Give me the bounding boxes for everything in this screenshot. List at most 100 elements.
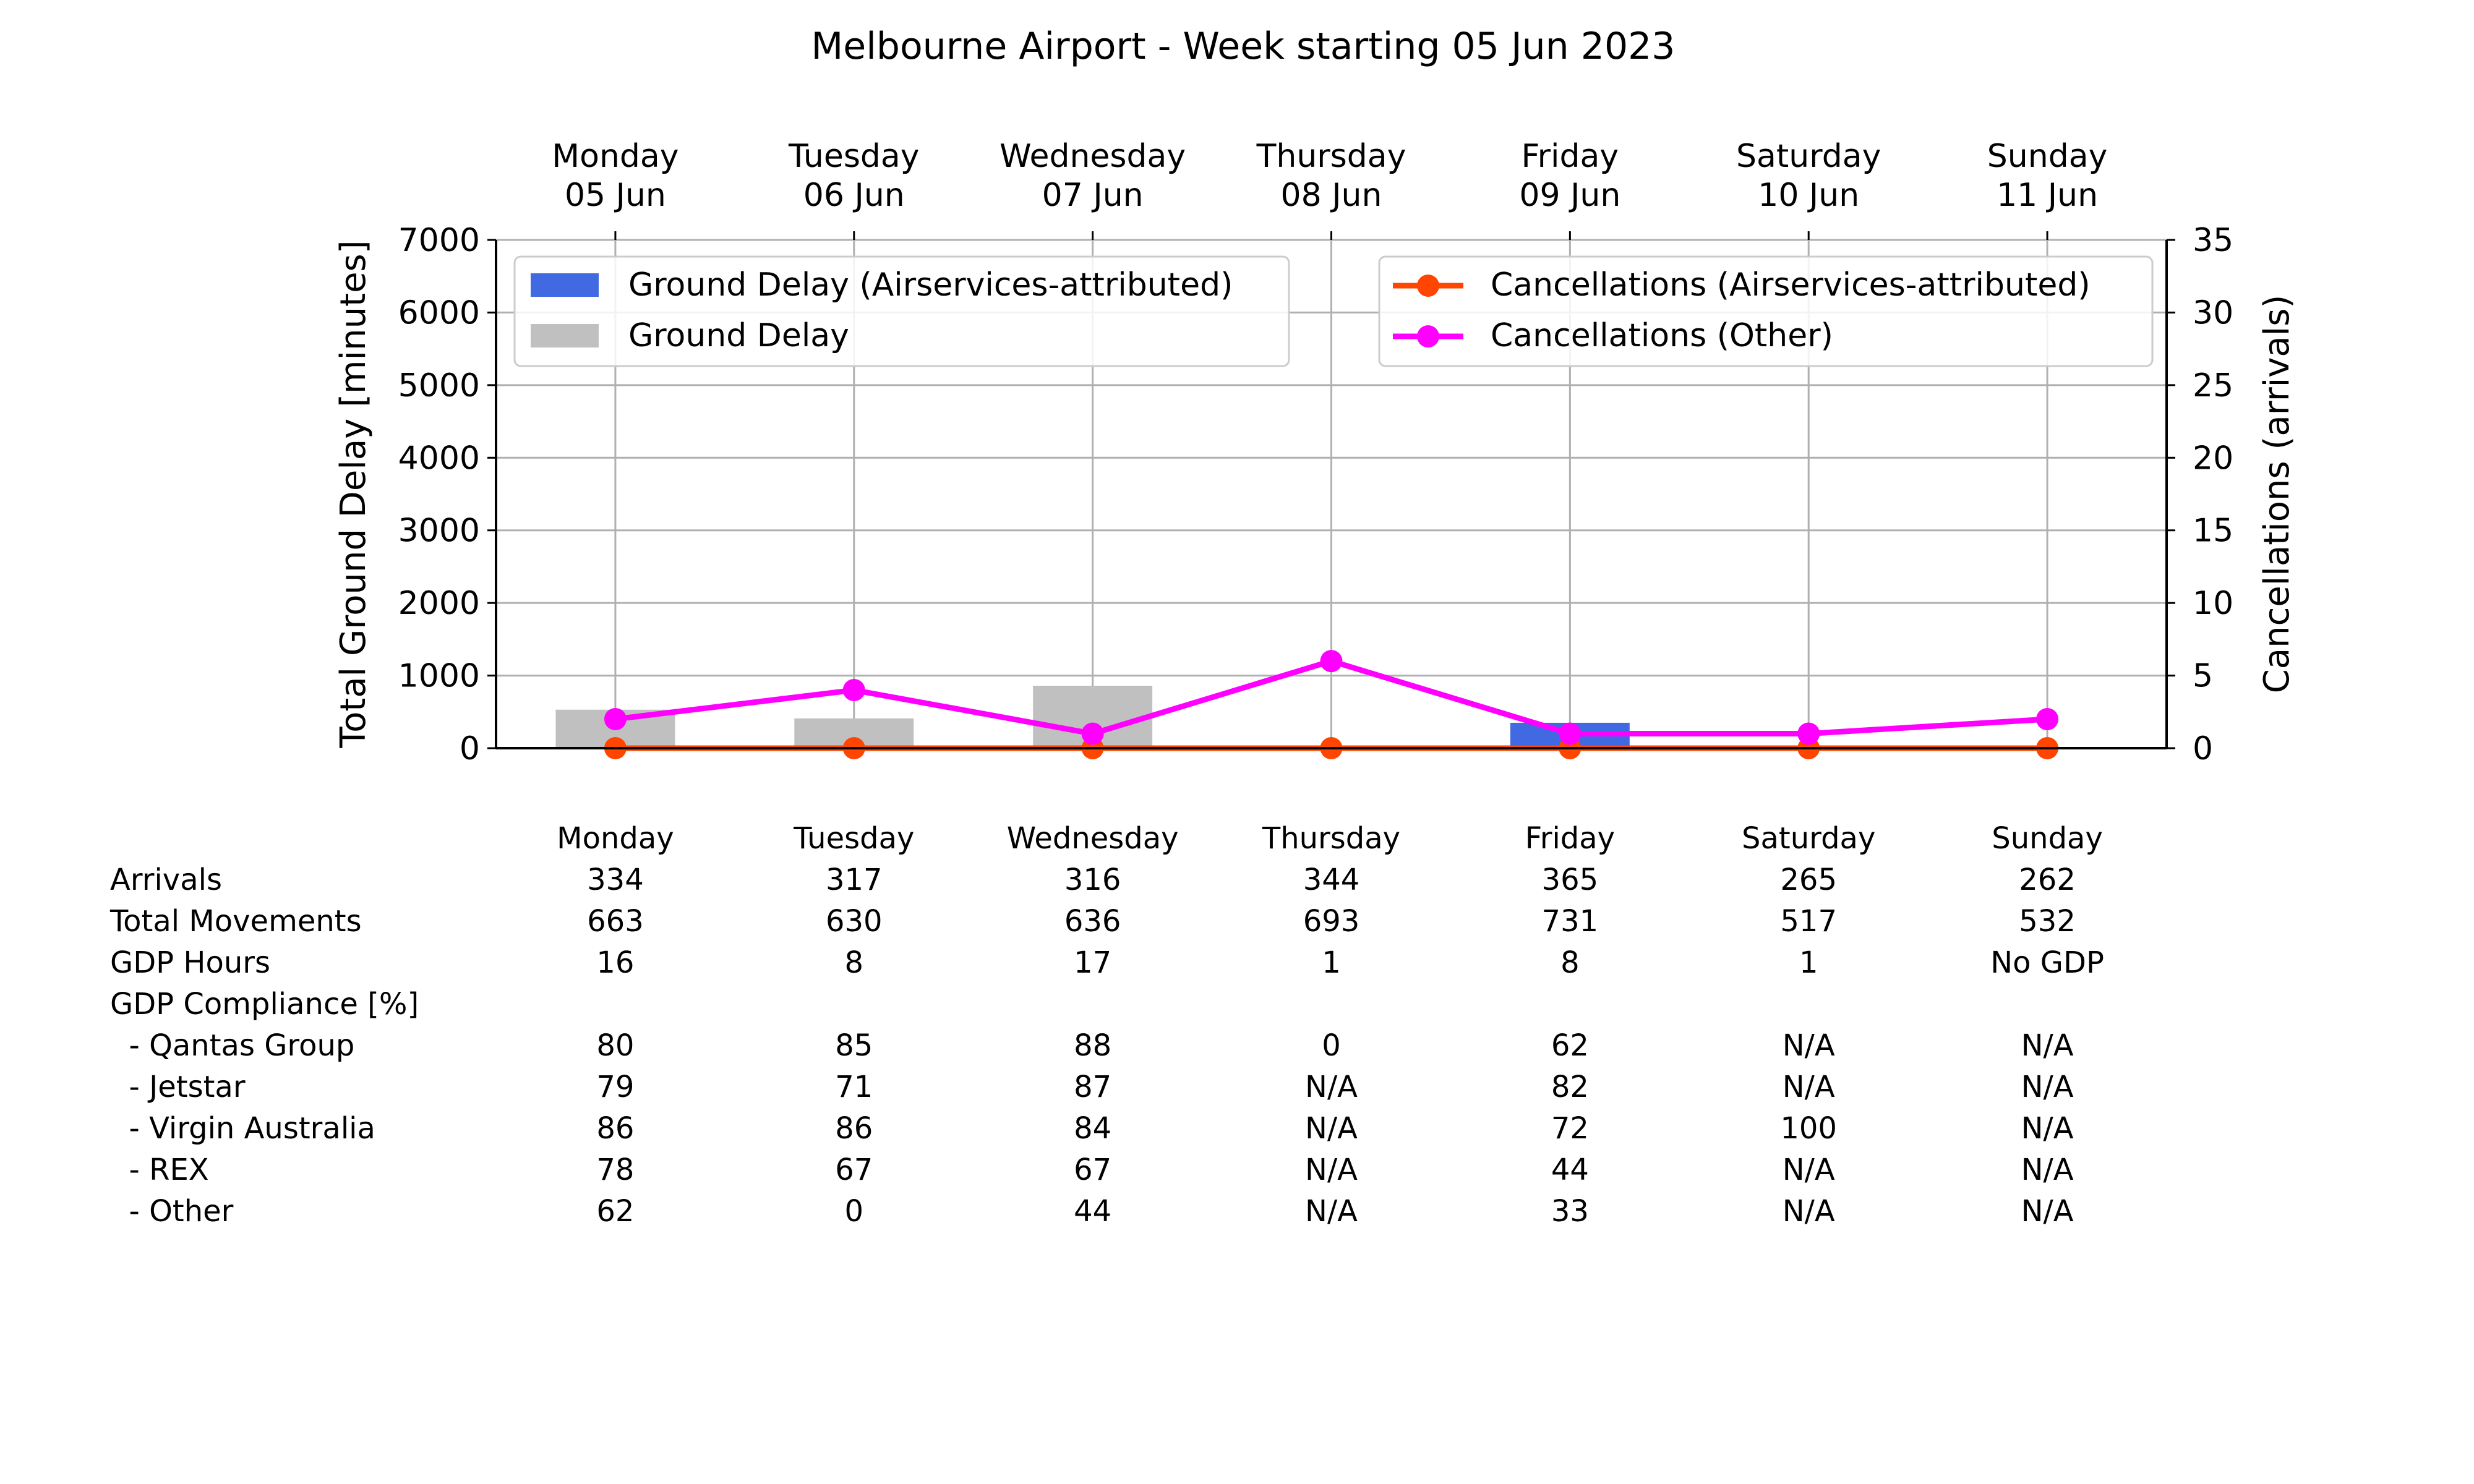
table-cell: 44 [1551, 1153, 1589, 1187]
x-tick-label-date: 05 Jun [565, 177, 666, 214]
y-tick-label: 7000 [398, 222, 480, 259]
table-cell: 86 [596, 1111, 634, 1146]
table-cell: N/A [2021, 1111, 2074, 1146]
table-cell: 85 [835, 1028, 873, 1063]
table-cell: 78 [596, 1153, 634, 1187]
table-cell: 44 [1074, 1194, 1111, 1229]
y2-tick-label: 0 [2193, 730, 2213, 767]
point-cancellations-other [1797, 722, 1820, 745]
y-axis-label: Total Ground Delay [minutes] [333, 240, 374, 748]
x-tick-label-date: 09 Jun [1519, 177, 1620, 214]
table-cell: N/A [2021, 1194, 2074, 1229]
y2-tick-label: 20 [2193, 440, 2233, 477]
legend-label: Cancellations (Airservices-attributed) [1491, 267, 2091, 304]
table-cell: N/A [1783, 1028, 1835, 1063]
y2-tick-label: 35 [2193, 222, 2233, 259]
x-tick-label-date: 11 Jun [1997, 177, 2098, 214]
table-row-label: Total Movements [109, 904, 362, 939]
legend-ground-delay: Ground Delay (Airservices-attributed) Gro… [513, 255, 1290, 367]
table-cell: 0 [1322, 1028, 1341, 1063]
y-tick-label: 1000 [398, 658, 480, 695]
table-cell: 72 [1551, 1111, 1589, 1146]
axes: 0 1000 2000 3000 4000 5000 6000 7000 0 5 10 15 20 25 3… [333, 138, 2297, 767]
table-row-label: - Jetstar [110, 1070, 246, 1104]
x-tick-label-date: 06 Jun [803, 177, 905, 214]
table-cell: 316 [1064, 863, 1121, 897]
y-tick-label: 6000 [398, 294, 480, 331]
table-cell: 62 [596, 1194, 634, 1229]
table-cell: 731 [1542, 904, 1599, 939]
table-cell: 317 [826, 863, 883, 897]
x-tick-label-date: 07 Jun [1042, 177, 1144, 214]
y2-tick-label: 30 [2193, 294, 2233, 331]
x-tick-label-date: 10 Jun [1758, 177, 1859, 214]
table-cell: 344 [1303, 863, 1360, 897]
x-tick-label-date: 08 Jun [1281, 177, 1382, 214]
table-cell: 8 [1560, 945, 1580, 980]
table-cell: N/A [1305, 1070, 1358, 1104]
table-column-header: Thursday [1262, 821, 1400, 856]
point-cancellations-other [1081, 722, 1104, 745]
table-cell: 262 [2019, 863, 2076, 897]
y2-tick-label: 15 [2193, 513, 2233, 550]
x-tick-label-day: Friday [1522, 138, 1619, 175]
table-cell: N/A [2021, 1070, 2074, 1104]
table-cell: 8 [845, 945, 864, 980]
y-tick-label: 0 [460, 730, 480, 767]
table-cell: 33 [1551, 1194, 1589, 1229]
table-cell: 365 [1542, 863, 1599, 897]
table-column-header: Friday [1525, 821, 1615, 856]
x-tick-label-day: Monday [552, 138, 678, 175]
y-tick-label: 2000 [398, 585, 480, 622]
table-cell: N/A [1783, 1153, 1835, 1187]
y2-tick-label: 25 [2193, 367, 2233, 404]
x-tick-label-day: Sunday [1987, 138, 2108, 175]
y2-tick-label: 10 [2193, 585, 2233, 622]
table-cell: N/A [1783, 1194, 1835, 1229]
table-cell: N/A [1305, 1194, 1358, 1229]
y-tick-label: 5000 [398, 367, 480, 404]
table-cell: 80 [596, 1028, 634, 1063]
table-cell: 62 [1551, 1028, 1589, 1063]
summary-table: Monday Tuesday Wednesday Thursday Friday Satu… [109, 821, 2104, 1229]
x-tick-label-day: Wednesday [999, 138, 1186, 175]
table-cell: N/A [1305, 1153, 1358, 1187]
table-cell: 663 [587, 904, 644, 939]
table-cell: N/A [2021, 1153, 2074, 1187]
table-cell: 334 [587, 863, 644, 897]
table-cell: 265 [1780, 863, 1837, 897]
point-cancellations-other [842, 679, 865, 702]
table-cell: N/A [2021, 1028, 2074, 1063]
table-cell: 693 [1303, 904, 1360, 939]
point-cancellations-other [604, 708, 627, 731]
x-tick-label-day: Saturday [1736, 138, 1881, 175]
y2-axis-label: Cancellations (arrivals) [2257, 295, 2297, 694]
table-cell: 86 [835, 1111, 873, 1146]
legend-frame [513, 255, 1290, 367]
legend-marker [1417, 325, 1439, 348]
legend-frame [1378, 255, 2154, 367]
legend-swatch [531, 273, 599, 297]
table-cell: 16 [596, 945, 634, 980]
table-cell: N/A [1783, 1070, 1835, 1104]
table-row-label: - Virgin Australia [110, 1111, 375, 1146]
table-cell: 79 [596, 1070, 634, 1104]
table-cell: N/A [1305, 1111, 1358, 1146]
table-cell: 82 [1551, 1070, 1589, 1104]
table-cell: 0 [845, 1194, 864, 1229]
table-column-header: Tuesday [793, 821, 914, 856]
table-cell: 532 [2019, 904, 2076, 939]
table-cell: No GDP [1990, 945, 2104, 980]
table-cell: 71 [835, 1070, 873, 1104]
legend-swatch [531, 324, 599, 348]
legend-label: Ground Delay [628, 317, 849, 354]
table-cell: 517 [1780, 904, 1837, 939]
table-cell: 1 [1799, 945, 1818, 980]
table-cell: 67 [835, 1153, 873, 1187]
table-cell: 17 [1074, 945, 1111, 980]
table-column-header: Monday [557, 821, 674, 856]
table-cell: 67 [1074, 1153, 1111, 1187]
legend-cancellations: Cancellations (Airservices-attributed) Ca… [1378, 255, 2154, 367]
table-cell: 100 [1780, 1111, 1837, 1146]
